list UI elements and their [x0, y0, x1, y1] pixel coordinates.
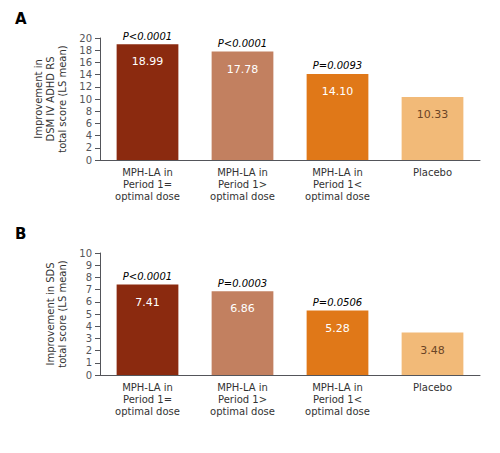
svg-text:6: 6 [86, 118, 92, 129]
svg-text:A: A [15, 10, 27, 28]
svg-text:optimal dose: optimal dose [115, 191, 180, 202]
svg-text:8: 8 [86, 106, 92, 117]
svg-text:Period 1=: Period 1= [123, 179, 172, 190]
svg-text:Period 1>: Period 1> [218, 394, 267, 405]
svg-text:total score (LS mean): total score (LS mean) [57, 45, 68, 152]
svg-text:P<0.0001: P<0.0001 [123, 31, 172, 42]
svg-text:9: 9 [86, 260, 92, 271]
svg-text:P=0.0003: P=0.0003 [218, 278, 267, 289]
svg-text:Improvement in SDS: Improvement in SDS [45, 262, 56, 365]
svg-text:2: 2 [86, 345, 92, 356]
svg-text:6: 6 [86, 296, 92, 307]
svg-text:17.78: 17.78 [227, 63, 259, 76]
svg-text:optimal dose: optimal dose [115, 406, 180, 417]
svg-text:MPH-LA in: MPH-LA in [217, 382, 268, 393]
svg-text:MPH-LA in: MPH-LA in [217, 167, 268, 178]
svg-text:Period 1=: Period 1= [123, 394, 172, 405]
svg-text:P=0.0093: P=0.0093 [313, 60, 362, 71]
svg-text:Period 1<: Period 1< [313, 394, 362, 405]
svg-text:optimal dose: optimal dose [210, 191, 275, 202]
svg-text:MPH-LA in: MPH-LA in [122, 382, 173, 393]
svg-text:10.33: 10.33 [417, 108, 449, 121]
svg-text:10: 10 [79, 248, 92, 259]
svg-text:Improvement in: Improvement in [33, 59, 44, 139]
svg-text:14.10: 14.10 [322, 85, 354, 98]
svg-text:Placebo: Placebo [413, 167, 452, 178]
svg-text:12: 12 [79, 81, 92, 92]
svg-text:0: 0 [86, 155, 92, 166]
svg-text:MPH-LA in: MPH-LA in [122, 167, 173, 178]
svg-text:10: 10 [79, 94, 92, 105]
svg-text:MPH-LA in: MPH-LA in [312, 382, 363, 393]
svg-text:optimal dose: optimal dose [305, 191, 370, 202]
svg-text:4: 4 [86, 130, 92, 141]
svg-text:P=0.0506: P=0.0506 [313, 297, 362, 308]
svg-text:18: 18 [79, 45, 92, 56]
svg-text:7.41: 7.41 [135, 296, 160, 309]
svg-text:Period 1<: Period 1< [313, 179, 362, 190]
svg-text:20: 20 [79, 33, 92, 44]
svg-text:2: 2 [86, 142, 92, 153]
svg-text:8: 8 [86, 272, 92, 283]
svg-text:P<0.0001: P<0.0001 [218, 38, 267, 49]
svg-text:0: 0 [86, 370, 92, 381]
svg-text:optimal dose: optimal dose [305, 406, 370, 417]
svg-text:total score (LS mean): total score (LS mean) [57, 260, 68, 367]
svg-text:1: 1 [86, 357, 92, 368]
svg-text:5: 5 [86, 309, 92, 320]
svg-text:B: B [15, 225, 26, 243]
svg-text:P<0.0001: P<0.0001 [123, 271, 172, 282]
svg-text:DSM IV ADHD RS: DSM IV ADHD RS [45, 56, 56, 141]
svg-text:MPH-LA in: MPH-LA in [312, 167, 363, 178]
svg-text:14: 14 [79, 69, 92, 80]
svg-text:6.86: 6.86 [230, 302, 255, 315]
svg-text:3.48: 3.48 [420, 344, 445, 357]
svg-text:3: 3 [86, 333, 92, 344]
svg-text:optimal dose: optimal dose [210, 406, 275, 417]
svg-text:7: 7 [86, 284, 92, 295]
svg-text:Period 1>: Period 1> [218, 179, 267, 190]
svg-text:4: 4 [86, 321, 92, 332]
svg-text:16: 16 [79, 57, 92, 68]
svg-text:5.28: 5.28 [325, 322, 350, 335]
svg-text:18.99: 18.99 [132, 55, 164, 68]
svg-text:Placebo: Placebo [413, 382, 452, 393]
